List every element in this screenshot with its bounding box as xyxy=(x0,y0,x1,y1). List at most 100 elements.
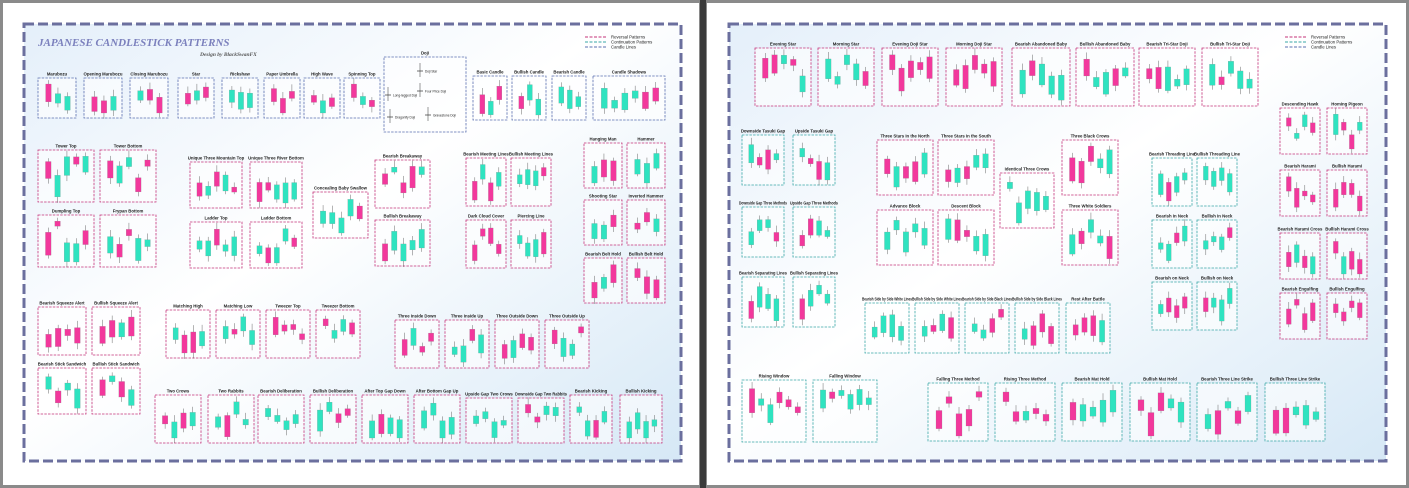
candle-body xyxy=(231,329,238,335)
candle-body xyxy=(274,415,281,422)
pattern-panel: Bearish Threading Line xyxy=(1149,152,1196,207)
candle-body xyxy=(898,67,905,92)
panel-label: Bearish Threading Line xyxy=(1149,152,1196,157)
panel-label: Bearish Three Line Strike xyxy=(1201,377,1253,382)
candle-body xyxy=(73,243,80,263)
candle-body xyxy=(344,408,351,416)
candle-body xyxy=(451,346,458,355)
candle-body xyxy=(1106,236,1113,259)
pattern-panel: Ladder Bottom xyxy=(249,216,303,269)
candle-body xyxy=(91,96,98,112)
candle-body xyxy=(147,89,153,101)
pattern-panel: Bearish on Neck xyxy=(1151,276,1193,331)
candle-body xyxy=(543,405,550,415)
candle-body xyxy=(790,59,797,66)
candle-body xyxy=(1048,326,1054,344)
candle-body xyxy=(274,184,280,200)
candle-body xyxy=(973,236,980,252)
pattern-panel: Concealing Baby Swallow xyxy=(312,186,369,239)
candle-body xyxy=(1088,219,1094,233)
candle-body xyxy=(1302,313,1308,330)
candle-body xyxy=(948,317,954,339)
panel-box xyxy=(394,319,440,369)
candle-body xyxy=(488,101,494,115)
pattern-panel: Bearish Abandoned Baby xyxy=(1011,42,1071,107)
candle-body xyxy=(917,62,924,70)
candle-body xyxy=(1219,167,1225,181)
panel-label: Rest After Battle xyxy=(1071,297,1105,302)
candle-body xyxy=(982,153,989,169)
candle-body xyxy=(460,345,467,363)
candle-body xyxy=(289,91,295,99)
pattern-panel: Evening Doji Star xyxy=(881,42,939,107)
candle-body xyxy=(635,412,641,430)
candle-body xyxy=(335,413,342,423)
pattern-panel: Tweezer Bottom xyxy=(315,304,361,359)
panels: Marubozu Opening Marubozu Closing Marubozu… xyxy=(37,42,1369,444)
candle-body xyxy=(496,244,502,254)
pattern-panel: Bearish Side by Side White Lines xyxy=(862,297,912,354)
candle-body xyxy=(1286,117,1292,127)
pattern-panel: Two Rabbits xyxy=(207,389,255,444)
pattern-panel: Three Inside Down xyxy=(394,314,440,369)
pattern-panel: Piercing Line xyxy=(510,214,552,269)
candle-body xyxy=(171,421,178,439)
candle-body xyxy=(601,411,608,423)
pattern-panel: Bullish Candle xyxy=(511,70,547,121)
candle-body xyxy=(533,239,539,257)
candle-body xyxy=(631,90,639,99)
pattern-panel: Bearish Mat Hold xyxy=(1061,377,1123,442)
pattern-panel: Doji Doji Star Four Price Doji Long-legged … xyxy=(383,51,467,133)
pattern-panel: After Bottom Gap Up xyxy=(413,389,461,444)
candle-body xyxy=(816,285,822,295)
candle-body xyxy=(116,165,123,184)
candle-body xyxy=(998,309,1004,318)
candle-body xyxy=(1083,58,1090,77)
candle-body xyxy=(964,166,970,179)
pattern-panel: After Top Gap Down xyxy=(361,389,409,444)
candle-body xyxy=(224,415,231,438)
candle-body xyxy=(391,231,398,251)
panel-label: Matching High xyxy=(173,304,203,309)
candle-body xyxy=(322,318,329,326)
candle-body xyxy=(1302,190,1308,197)
panel-label: Shooting Star xyxy=(589,194,617,199)
candle-body xyxy=(517,235,523,244)
candle-body xyxy=(82,156,89,173)
panel-label: Three Inside Up xyxy=(451,314,484,319)
panel-label: Two Crows xyxy=(167,389,190,394)
candle-body xyxy=(765,149,771,170)
candle-body xyxy=(222,244,229,252)
panel-box xyxy=(309,394,357,444)
panel-label: Two Rabbits xyxy=(218,389,244,394)
candle-body xyxy=(757,286,763,308)
candle-body xyxy=(190,331,197,353)
candle-body xyxy=(410,328,417,346)
candle-body xyxy=(247,92,253,108)
candle-body xyxy=(820,389,826,409)
candle-body xyxy=(382,173,388,185)
candle-body xyxy=(856,389,863,405)
pattern-panel: Three Black Crows xyxy=(1061,134,1119,196)
candle-body xyxy=(773,232,780,242)
candle-body xyxy=(1341,311,1347,322)
candle-body xyxy=(527,84,533,101)
candle-body xyxy=(1183,68,1190,85)
panel-box xyxy=(1129,382,1191,442)
candle-body xyxy=(421,410,427,429)
pattern-panel: Closing Marubozu xyxy=(129,72,169,119)
candle-body xyxy=(311,95,317,103)
panel-label: Bullish Breakaway xyxy=(384,214,423,219)
candle-body xyxy=(326,402,333,412)
pattern-panel: Paper Umbrella xyxy=(263,72,301,119)
pattern-panel: Rising Window xyxy=(741,374,807,443)
candle-body xyxy=(1234,410,1242,424)
candle-body xyxy=(1182,172,1188,181)
pattern-panel: Shooting Star xyxy=(583,194,623,246)
pattern-panel: Two Crows xyxy=(154,389,202,444)
candle-body xyxy=(600,277,607,289)
candle-body xyxy=(954,167,961,183)
candle-body xyxy=(1357,195,1363,212)
panel-label: Bullish Belt Hold xyxy=(629,252,664,257)
candle-body xyxy=(1349,251,1355,270)
